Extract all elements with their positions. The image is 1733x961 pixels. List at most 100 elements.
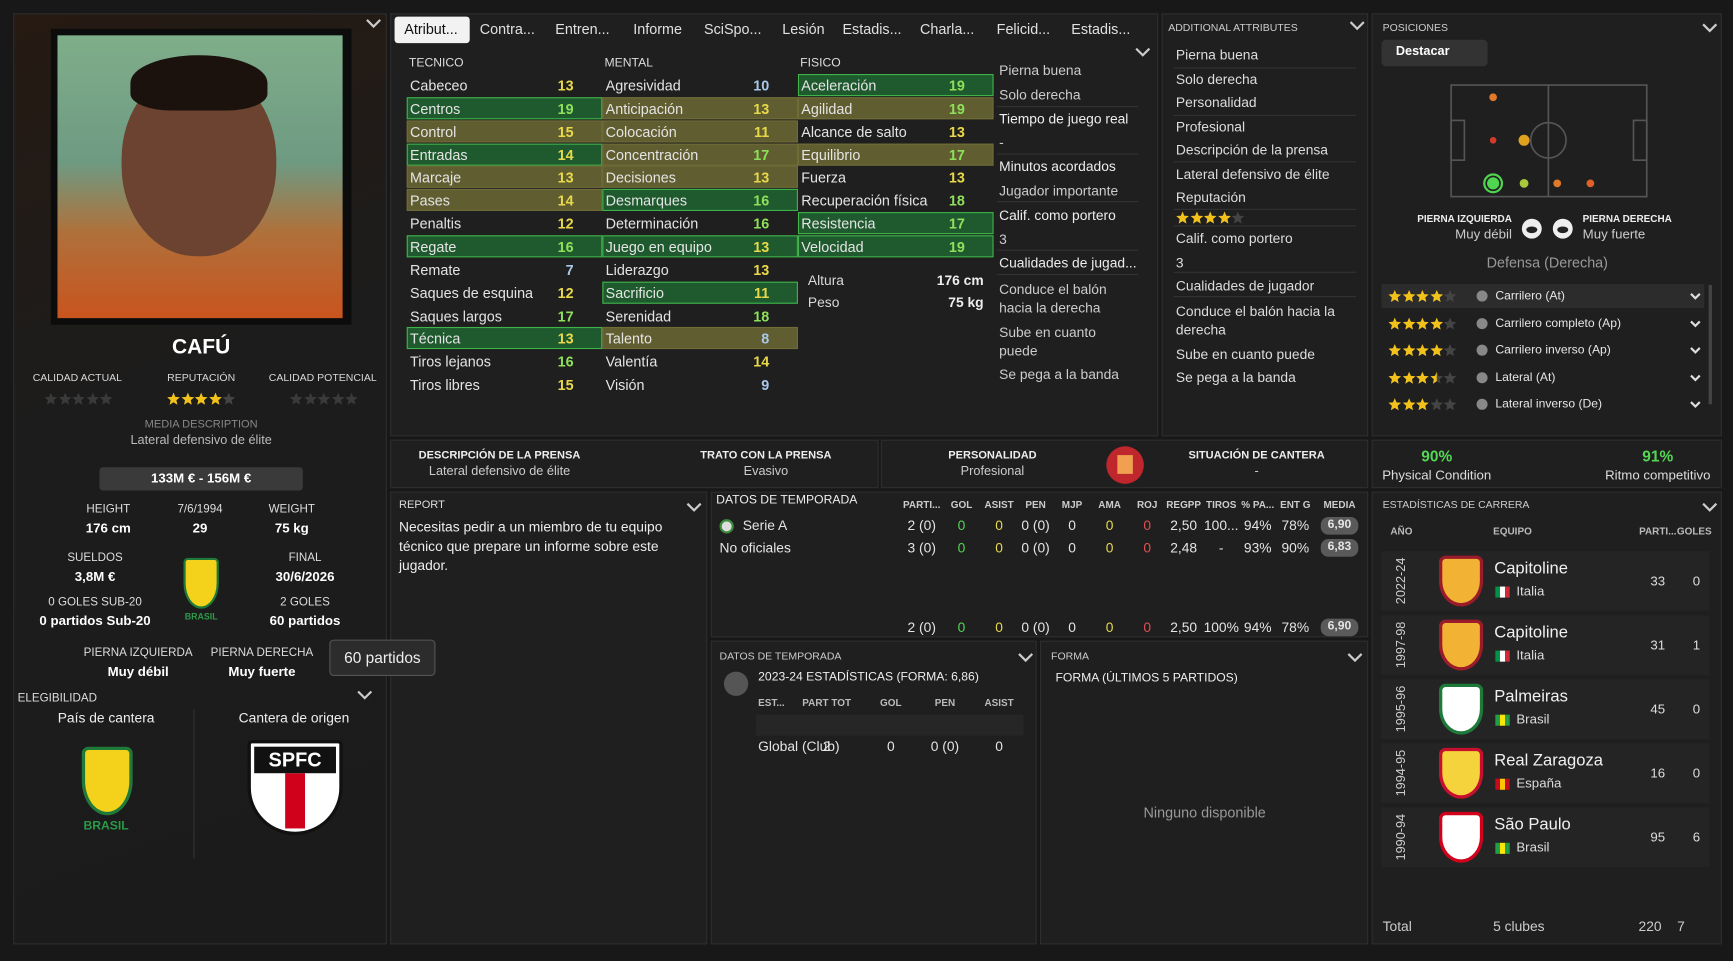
attribute-value: 13: [753, 261, 770, 279]
chevron[interactable]: [363, 15, 385, 30]
tab[interactable]: Entren...: [555, 20, 610, 38]
stat-cell: 0: [957, 518, 966, 534]
label: Defensa (Derecha): [1486, 254, 1608, 271]
star: [1402, 344, 1415, 357]
panel-title[interactable]: DATOS DE TEMPORADA: [716, 493, 858, 508]
star: [1429, 289, 1443, 302]
attribute-value: 19: [557, 100, 574, 117]
career-year: 1995-96: [1394, 685, 1409, 733]
tab[interactable]: Felicid...: [996, 20, 1051, 38]
separator: [996, 153, 1139, 155]
chevron[interactable]: [1346, 18, 1368, 33]
fact-label: SUELDOS: [67, 551, 123, 565]
role-name[interactable]: Lateral inverso (De): [1495, 397, 1603, 411]
role-name[interactable]: Lateral (At): [1495, 370, 1556, 384]
attribute-name: Marcaje: [410, 169, 462, 187]
attribute-value: 10: [753, 77, 770, 94]
label: 2023-24 ESTADÍSTICAS (FORMA: 6,86): [758, 670, 979, 684]
separator: [1173, 225, 1357, 227]
column-header: MJP: [1061, 499, 1083, 511]
chevron[interactable]: [1688, 373, 1703, 384]
tab[interactable]: Charla...: [919, 20, 975, 38]
chevron[interactable]: [354, 687, 376, 702]
stat-cell: 0: [1692, 573, 1701, 589]
competition-icon: [719, 519, 734, 534]
attribute-value: 14: [557, 146, 574, 163]
additional-item: Sube en cuanto puede: [1175, 346, 1315, 363]
eligibility-link[interactable]: ELEGIBILIDAD: [17, 691, 98, 705]
attribute-name: Liderazgo: [605, 261, 669, 279]
stat-cell: 2,48: [1170, 540, 1198, 556]
season-icon: [723, 671, 749, 696]
attribute-value: 16: [753, 215, 770, 233]
chevron[interactable]: [1688, 400, 1703, 411]
role-name[interactable]: Carrilero completo (Ap): [1495, 316, 1622, 330]
attribute-value: 16: [557, 353, 574, 371]
chevron[interactable]: [1688, 346, 1703, 357]
column-header: ASIST: [984, 499, 1014, 511]
fact-value: Muy débil: [107, 663, 169, 680]
tab[interactable]: Informe: [633, 20, 682, 38]
chevron[interactable]: [1344, 650, 1366, 665]
attribute-name: Talento: [605, 330, 652, 348]
additional-panel: [1161, 13, 1369, 437]
stat-cell: 0: [995, 540, 1003, 556]
attribute-value: 13: [557, 77, 574, 94]
chevron[interactable]: [1015, 650, 1037, 665]
attribute-name: Agresividad: [605, 77, 681, 94]
attribute-value: 13: [948, 169, 965, 187]
press-label: PERSONALIDAD: [948, 449, 1037, 462]
foot-icons: [1521, 218, 1573, 239]
chevron[interactable]: [1688, 292, 1703, 303]
tab[interactable]: Lesión: [782, 20, 825, 38]
tab[interactable]: Contra...: [479, 20, 535, 38]
side-note: Conduce el balón hacia la derecha: [999, 281, 1107, 316]
group-title: MENTAL: [604, 56, 653, 70]
role-name[interactable]: Carrilero (At): [1495, 289, 1565, 303]
divider: [193, 709, 195, 859]
stat-cell: Global (Club): [758, 738, 840, 755]
stat-cell: 0: [957, 619, 966, 636]
chevron[interactable]: [1688, 319, 1703, 330]
competition-name: No oficiales: [719, 540, 791, 556]
label[interactable]: FORMA (ÚLTIMOS 5 PARTIDOS): [1055, 671, 1238, 685]
crest: [1438, 683, 1484, 735]
form-panel: [1039, 640, 1369, 945]
role-name[interactable]: Carrilero inverso (Ap): [1495, 343, 1611, 357]
tab[interactable]: Atribut...: [404, 20, 458, 38]
star: [1402, 317, 1415, 330]
additional-item: Reputación: [1175, 189, 1246, 206]
stat-cell: 2,50: [1170, 518, 1198, 534]
pitch: [1450, 84, 1648, 198]
chevron[interactable]: [1699, 20, 1721, 35]
chevron[interactable]: [1132, 44, 1154, 59]
fact-value: 0 partidos Sub-20: [39, 613, 151, 629]
nation-crest-large: [81, 746, 133, 816]
tab[interactable]: Estadis...: [1071, 20, 1131, 38]
attribute-value: 19: [948, 238, 965, 256]
attribute-highlight: [406, 97, 603, 120]
column-header: ASIST: [984, 697, 1014, 709]
stat-cell: 2,50: [1170, 619, 1198, 636]
chevron[interactable]: [683, 499, 705, 514]
stat-cell: 95: [1650, 829, 1666, 846]
button-label[interactable]: Destacar: [1395, 45, 1450, 59]
stat-cell: 93%: [1243, 540, 1272, 556]
condition-value: 90%: [1421, 447, 1453, 466]
star: [1176, 211, 1189, 224]
tab[interactable]: Estadis...: [842, 20, 902, 38]
star: [1443, 317, 1457, 330]
stat-cell: 6,90: [1327, 619, 1352, 633]
tab[interactable]: SciSpo...: [703, 20, 762, 38]
team-name: Real Zaragoza: [1494, 751, 1603, 770]
attribute-highlight: [602, 166, 798, 189]
side-note: Pierna buena: [999, 62, 1082, 79]
career-row: [1381, 679, 1710, 739]
chevron[interactable]: [1699, 499, 1721, 514]
attribute-highlight: [602, 120, 798, 143]
star: [1429, 317, 1443, 330]
fact-label: PIERNA DERECHA: [210, 646, 314, 660]
attribute-name: Agilidad: [801, 100, 853, 117]
country-name: Brasil: [1516, 711, 1550, 727]
